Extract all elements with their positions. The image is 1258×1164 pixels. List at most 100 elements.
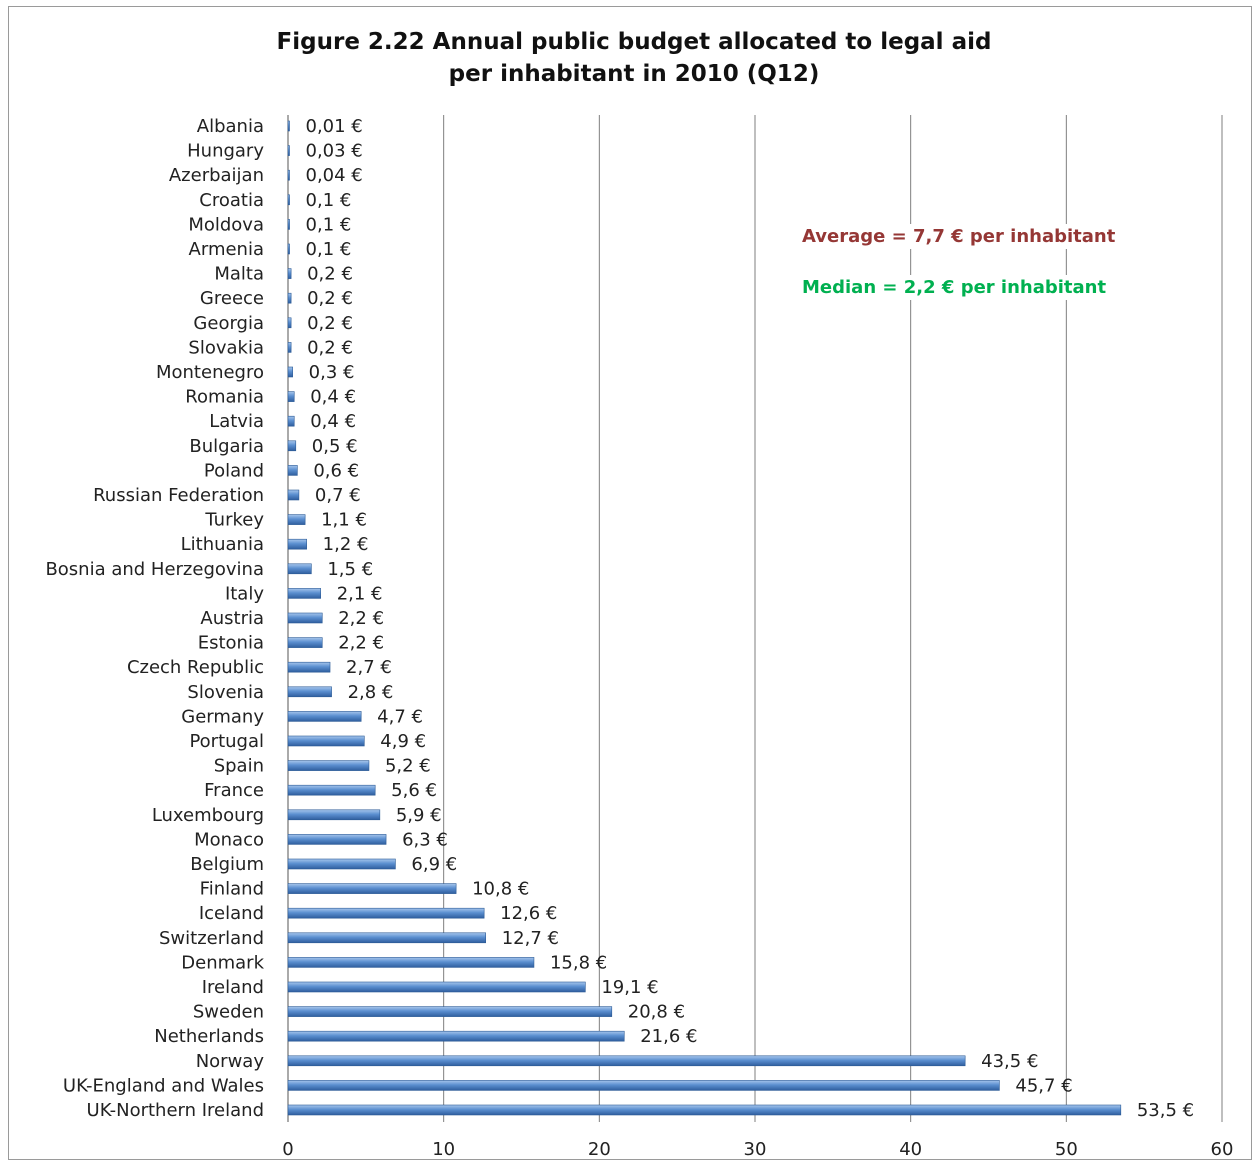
bar — [287, 1104, 1122, 1116]
value-label: 4,7 € — [377, 706, 423, 727]
value-label: 19,1 € — [601, 977, 658, 998]
category-label: Norway — [196, 1051, 265, 1072]
value-label: 0,3 € — [309, 362, 355, 383]
x-tick-label: 60 — [1211, 1139, 1234, 1160]
category-label: Azerbaijan — [169, 165, 264, 186]
bars — [287, 120, 1122, 1116]
x-tick-label: 30 — [744, 1139, 767, 1160]
value-label: 1,1 € — [321, 510, 367, 531]
value-label: 5,9 € — [396, 805, 442, 826]
value-label: 43,5 € — [981, 1051, 1038, 1072]
category-label: Luxembourg — [152, 805, 264, 826]
value-label: 2,1 € — [337, 583, 383, 604]
x-tick-label: 0 — [282, 1139, 293, 1160]
bar — [287, 169, 290, 181]
value-label: 0,03 € — [306, 141, 363, 162]
category-label: Finland — [200, 879, 264, 900]
bar — [287, 883, 457, 894]
value-label: 0,6 € — [313, 460, 359, 481]
bar — [287, 907, 485, 919]
value-label: 0,4 € — [310, 387, 356, 408]
category-label: Austria — [200, 608, 264, 629]
value-label: 1,5 € — [327, 559, 373, 580]
value-label: 2,2 € — [338, 608, 384, 629]
bar — [287, 1055, 966, 1067]
value-label: 15,8 € — [550, 952, 607, 973]
value-label: 12,6 € — [500, 903, 557, 924]
value-label: 10,8 € — [472, 879, 529, 900]
value-label: 0,4 € — [310, 411, 356, 432]
value-label: 21,6 € — [640, 1026, 697, 1047]
bar — [287, 538, 307, 550]
value-label: 6,9 € — [411, 854, 457, 875]
bar — [287, 809, 381, 821]
category-label: Sweden — [193, 1002, 264, 1023]
category-label: Hungary — [187, 141, 264, 162]
grid-lines — [287, 115, 1223, 1122]
value-label: 5,2 € — [385, 756, 431, 777]
value-label: 2,8 € — [348, 682, 394, 703]
bar — [287, 1030, 625, 1042]
bar — [287, 588, 321, 599]
value-label: 5,6 € — [391, 780, 437, 801]
category-label: Bosnia and Herzegovina — [45, 559, 264, 580]
value-label: 0,1 € — [306, 239, 352, 260]
bar — [287, 440, 297, 452]
category-label: Ireland — [202, 977, 264, 998]
category-label: Monaco — [194, 829, 264, 850]
category-label: Lithuania — [181, 534, 264, 555]
category-label: Croatia — [199, 190, 264, 211]
category-label: Poland — [204, 460, 264, 481]
category-label: Iceland — [199, 903, 264, 924]
category-label: Bulgaria — [189, 436, 264, 457]
category-label: Latvia — [209, 411, 264, 432]
bar — [287, 489, 300, 501]
category-label: Estonia — [198, 633, 264, 654]
category-label: Slovenia — [187, 682, 264, 703]
bar — [287, 514, 306, 525]
bar — [287, 637, 323, 648]
chart-title-line-1: Figure 2.22 Annual public budget allocat… — [276, 29, 992, 55]
category-label: UK-England and Wales — [63, 1075, 264, 1096]
median-annotation: Median = 2,2 € per inhabitant — [798, 275, 1111, 300]
bar — [287, 366, 293, 378]
category-label: Denmark — [181, 952, 264, 973]
category-label: Georgia — [193, 313, 264, 334]
category-label: UK-Northern Ireland — [87, 1100, 264, 1121]
value-label: 0,2 € — [307, 337, 353, 358]
value-label: 0,04 € — [306, 165, 363, 186]
x-tick-label: 10 — [432, 1139, 455, 1160]
bar — [287, 784, 376, 796]
bar — [287, 932, 486, 944]
category-label: Portugal — [189, 731, 264, 752]
bar — [287, 120, 290, 132]
bar — [287, 981, 586, 993]
category-label: Switzerland — [159, 928, 264, 949]
bar — [287, 268, 292, 279]
value-label: 12,7 € — [502, 928, 559, 949]
bar — [287, 145, 290, 156]
category-label: Montenegro — [156, 362, 264, 383]
category-label: Germany — [181, 706, 264, 727]
value-label: 0,1 € — [306, 214, 352, 235]
category-label: Italy — [225, 583, 264, 604]
category-label: Greece — [200, 288, 264, 309]
chart-frame — [8, 6, 1252, 1160]
category-label: Russian Federation — [93, 485, 264, 506]
value-label: 0,01 € — [306, 116, 363, 137]
category-label: Romania — [185, 387, 264, 408]
labels: 0 10 20 30 40 50 60 Albania 0,01 € Hungary 0,03 € A… — [45, 116, 1233, 1160]
bar — [287, 563, 312, 575]
bar — [287, 711, 362, 722]
value-label: 0,2 € — [307, 288, 353, 309]
category-label: Malta — [214, 264, 264, 285]
chart-title-line-2: per inhabitant in 2010 (Q12) — [448, 61, 820, 87]
value-label: 2,2 € — [338, 633, 384, 654]
bar — [287, 957, 535, 968]
bar — [287, 415, 295, 427]
value-label: 0,1 € — [306, 190, 352, 211]
bar — [287, 219, 290, 230]
bar — [287, 317, 292, 329]
bar — [287, 858, 396, 870]
